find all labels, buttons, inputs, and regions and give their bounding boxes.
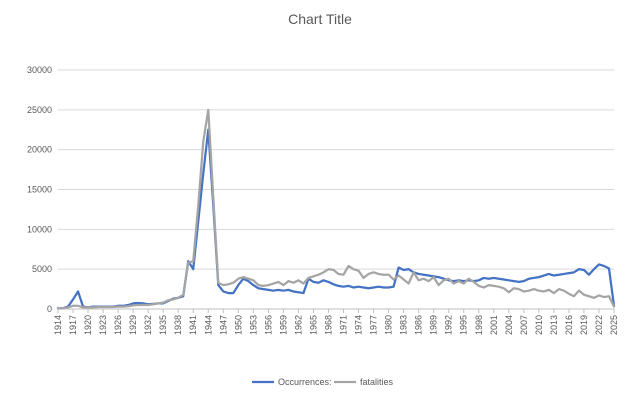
x-tick-label: 1995: [459, 315, 469, 335]
x-tick-label: 2013: [549, 315, 559, 335]
x-tick-label: 1998: [474, 315, 484, 335]
y-tick-label: 10000: [27, 224, 52, 234]
x-tick-label: 1923: [98, 315, 108, 335]
x-tick-label: 1962: [293, 315, 303, 335]
x-tick-label: 2010: [534, 315, 544, 335]
y-tick-label: 5000: [32, 264, 52, 274]
x-tick-label: 1974: [354, 315, 364, 335]
x-tick-label: 2007: [519, 315, 529, 335]
x-tick-label: 1986: [414, 315, 424, 335]
x-tick-label: 1920: [83, 315, 93, 335]
x-tick-label: 2004: [504, 315, 514, 335]
y-tick-label: 0: [47, 304, 52, 314]
series-lines: [56, 108, 616, 310]
x-tick-label: 1971: [339, 315, 349, 335]
x-tick-label: 1950: [233, 315, 243, 335]
x-tick-label: 1956: [263, 315, 273, 335]
y-tick-label: 30000: [27, 65, 52, 75]
x-tick-label: 1980: [384, 315, 394, 335]
legend-label: Occurrences:: [278, 377, 332, 387]
series-line-fatalities: [56, 108, 616, 310]
y-axis: 0 5000 10000 15000 20000 25000 30000: [27, 65, 52, 314]
x-tick-label: 1929: [128, 315, 138, 335]
x-tick-label: 1983: [399, 315, 409, 335]
x-tick-label: 1989: [429, 315, 439, 335]
legend: Occurrences: fatalities: [252, 377, 394, 387]
x-axis: 1914 1917 1920 1923 1926 1929 1932 1935 1938 1941…: [53, 309, 619, 335]
x-tick-label: 1938: [173, 315, 183, 335]
x-tick-label: 1935: [158, 315, 168, 335]
x-tick-label: 1947: [218, 315, 228, 335]
x-tick-label: 2025: [609, 315, 619, 335]
x-tick-label: 1944: [203, 315, 213, 335]
x-tick-label: 1977: [369, 315, 379, 335]
y-tick-label: 25000: [27, 105, 52, 115]
x-tick-label: 1965: [308, 315, 318, 335]
x-tick-label: 2001: [489, 315, 499, 335]
x-tick-label: 1992: [444, 315, 454, 335]
legend-label: fatalities: [360, 377, 394, 387]
x-tick-label: 1914: [53, 315, 63, 335]
x-tick-label: 2022: [594, 315, 604, 335]
x-tick-label: 2016: [564, 315, 574, 335]
x-tick-label: 1953: [248, 315, 258, 335]
x-tick-label: 1968: [323, 315, 333, 335]
y-tick-label: 20000: [27, 145, 52, 155]
gridlines: [58, 69, 614, 310]
chart-title: Chart Title: [288, 11, 352, 27]
x-tick-label: 1926: [113, 315, 123, 335]
y-tick-label: 15000: [27, 185, 52, 195]
x-tick-label: 1917: [68, 315, 78, 335]
x-tick-label: 1941: [188, 315, 198, 335]
x-tick-label: 1932: [143, 315, 153, 335]
x-tick-label: 1959: [278, 315, 288, 335]
series-line-occurrences: [56, 128, 616, 310]
x-tick-label: 2019: [579, 315, 589, 335]
